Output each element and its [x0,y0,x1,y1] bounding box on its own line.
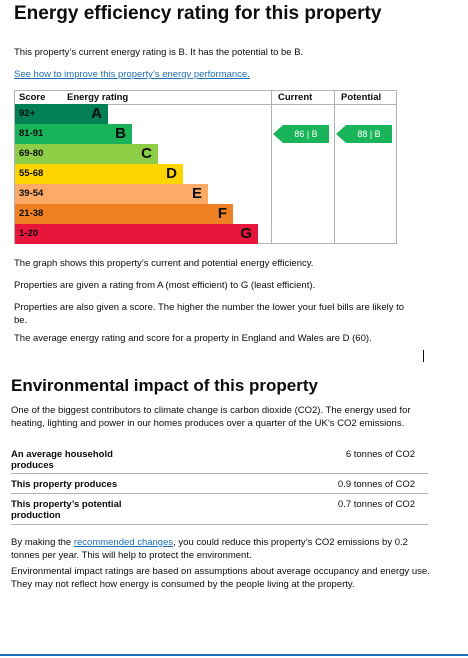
current-rating-label: 86 | B [294,129,318,139]
potential-rating-label: 88 | B [357,129,381,139]
band-e-range: 39-54 [15,184,60,204]
graph-explanation: The graph shows this property’s current … [14,258,314,269]
header-divider [15,104,396,105]
current-rating-arrow: 86 | B [273,125,329,143]
band-g-range: 1-20 [15,224,60,244]
energy-rating-heading: Energy efficiency rating for this proper… [14,3,382,24]
potential-rating-arrow: 88 | B [336,125,392,143]
property-produces-value: 0.9 tonnes of CO2 [337,479,415,490]
current-column-divider [271,91,272,243]
score-explanation: Properties are also given a score. The h… [14,302,405,326]
changes-text-end: , you could reduce this property’s CO2 e… [11,537,408,561]
environmental-impact-heading: Environmental impact of this property [11,376,318,395]
average-household-value: 6 tonnes of CO2 [345,449,415,460]
footer-divider [0,654,468,656]
band-a-letter: A [91,105,102,122]
impact-disclaimer: Environmental impact ratings are based o… [11,566,430,590]
current-rating-arrow-shape [273,125,329,143]
energy-rating-graph: Score Energy rating Current Potential 92… [14,90,397,244]
row-divider [11,473,428,474]
row-divider [11,493,428,494]
band-g-letter: G [240,225,252,242]
average-household-label: An average household produces [11,449,113,471]
band-g: 1-20 G [15,224,258,244]
potential-rating-arrow-shape [336,125,392,143]
band-d-range: 55-68 [15,164,60,184]
band-b-range: 81-91 [15,124,60,144]
band-c: 69-80 C [15,144,158,164]
band-e: 39-54 E [15,184,208,204]
text-cursor [423,350,424,362]
recommended-changes-paragraph: By making the recommended changes, you c… [11,537,431,562]
band-c-letter: C [141,145,152,162]
band-f-letter: F [217,205,227,222]
potential-production-label: This property’s potential production [11,499,122,521]
average-rating-note: The average energy rating and score for … [14,333,372,344]
band-b-letter: B [115,125,126,142]
property-produces-label: This property produces [11,479,118,490]
recommended-changes-link[interactable]: recommended changes [73,537,174,548]
rating-scale-explanation: Properties are given a rating from A (mo… [14,280,316,291]
potential-production-value: 0.7 tonnes of CO2 [337,499,415,510]
band-f-range: 21-38 [15,204,60,224]
band-d-letter: D [166,165,177,182]
band-d: 55-68 D [15,164,183,184]
environmental-intro: One of the biggest contributors to clima… [11,405,411,429]
improve-energy-performance-link[interactable]: See how to improve this property’s energ… [14,69,250,80]
band-b: 81-91 B [15,124,132,144]
potential-column-divider [334,91,335,243]
band-e-letter: E [191,185,202,202]
band-f: 21-38 F [15,204,233,224]
current-rating-summary: This property’s current energy rating is… [14,47,304,58]
energy-rating-column-header: Energy rating [67,92,129,103]
row-divider [11,524,428,525]
current-column-header: Current [278,92,313,103]
band-a: 92+ A [15,104,108,124]
changes-text-start: By making the [11,537,74,548]
potential-column-header: Potential [341,92,382,103]
band-c-range: 69-80 [15,144,60,164]
band-a-range: 92+ [15,104,60,124]
score-column-header: Score [19,92,46,103]
